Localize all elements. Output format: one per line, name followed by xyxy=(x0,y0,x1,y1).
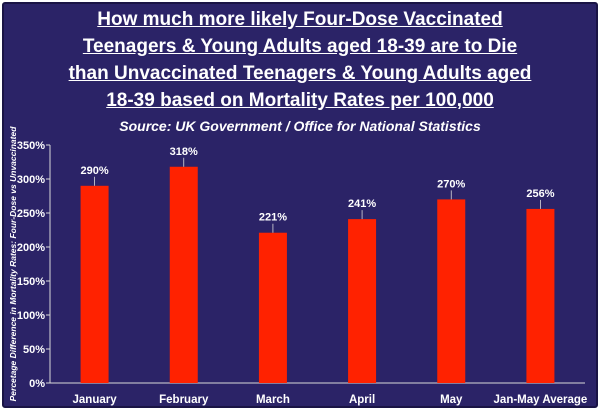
y-tick-label: 350% xyxy=(17,140,45,152)
y-tick-label: 200% xyxy=(17,242,45,254)
chart-title-line-2: Teenagers & Young Adults aged 18-39 are … xyxy=(82,36,518,57)
y-tick-label: 0% xyxy=(29,378,45,390)
bars xyxy=(80,166,555,383)
bar-value-label: 241% xyxy=(348,198,376,210)
chart-title-line-1: How much more likely Four-Dose Vaccinate… xyxy=(97,9,503,30)
bar xyxy=(348,219,377,383)
bar xyxy=(526,208,555,383)
x-tick-label: May xyxy=(440,394,463,406)
bar xyxy=(80,185,109,383)
y-axis-ticks: 0% 50% 100% 150% 200% 250% 300% 350% xyxy=(17,140,50,390)
x-axis-labels: January February March April May Jan-May Aver… xyxy=(73,394,588,406)
x-tick-label: April xyxy=(349,394,375,406)
x-tick-label: January xyxy=(73,394,118,406)
value-labels: 290% 318% 221% 241% 270% 256% xyxy=(81,146,555,233)
bar xyxy=(437,199,466,383)
chart-title-line-3: than Unvaccinated Teenagers & Young Adul… xyxy=(68,63,532,84)
bar xyxy=(169,166,198,383)
bar xyxy=(258,232,287,383)
bar-value-label: 270% xyxy=(437,178,465,190)
bar-value-label: 290% xyxy=(81,165,109,177)
bar-value-label: 256% xyxy=(526,188,554,200)
y-tick-label: 150% xyxy=(17,276,45,288)
y-tick-label: 300% xyxy=(17,174,45,186)
y-tick-label: 50% xyxy=(23,344,45,356)
y-axis-label: Percetage Difference in Mortality Rates:… xyxy=(8,126,18,402)
x-tick-label: Jan-May Average xyxy=(494,394,588,406)
bar-value-label: 318% xyxy=(170,146,198,158)
x-tick-label: February xyxy=(159,394,209,406)
y-tick-label: 250% xyxy=(17,208,45,220)
chart-title-line-4: 18-39 based on Mortality Rates per 100,0… xyxy=(106,90,494,111)
y-tick-label: 100% xyxy=(17,310,45,322)
bar-value-label: 221% xyxy=(259,212,287,224)
chart-axes xyxy=(49,145,585,384)
chart-subtitle: Source: UK Government / Office for Natio… xyxy=(119,118,481,134)
x-tick-label: March xyxy=(256,394,290,406)
